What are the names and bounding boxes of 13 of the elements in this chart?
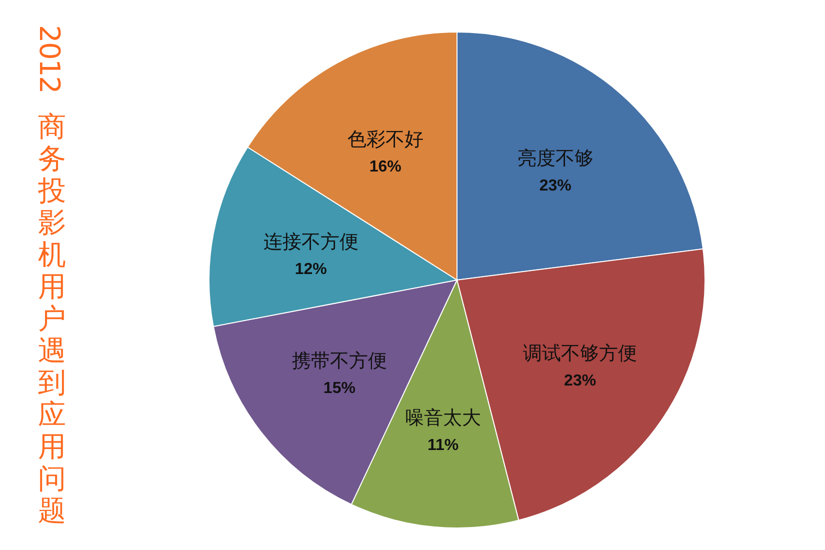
data-label: 12% (294, 261, 327, 278)
slice-label: 噪音太大 (404, 407, 481, 430)
slice-label: 携带不方便 (292, 350, 387, 372)
data-label: 11% (427, 437, 459, 454)
data-label: 23% (539, 177, 572, 194)
slice-label: 色彩不好 (347, 128, 424, 151)
data-label: 23% (564, 372, 596, 390)
chart-title: 2012 商务投影机用户遇到应用问题 (33, 25, 66, 527)
slice-label: 亮度不够 (517, 147, 594, 170)
data-label: 15% (323, 380, 356, 398)
slice-label: 连接不方便 (263, 231, 358, 254)
data-label: 16% (369, 158, 402, 176)
slice-label: 调试不够方便 (523, 342, 638, 365)
